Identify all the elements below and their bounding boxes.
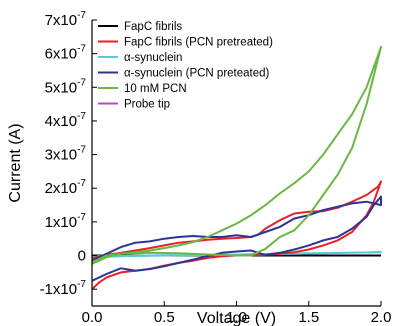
y-axis-label: Current (A) xyxy=(7,123,24,202)
y-tick-label: 6x10-7 xyxy=(45,44,87,63)
x-tick-label: 0.0 xyxy=(82,309,103,326)
series-layer xyxy=(91,45,382,290)
y-tick-label: 2x10-7 xyxy=(45,178,87,197)
y-tick-label: 3x10-7 xyxy=(45,145,87,164)
legend-label-2: α-synuclein xyxy=(124,52,182,64)
x-tick-label: 1.0 xyxy=(226,309,247,326)
x-tick-label: 1.5 xyxy=(298,309,319,326)
y-tick-label: 1x10-7 xyxy=(45,212,87,231)
y-tick-label: 4x10-7 xyxy=(45,111,87,130)
legend-label-5: Probe tip xyxy=(124,99,170,111)
series-line-3 xyxy=(91,195,382,282)
legend-label-1: FapC fibrils (PCN pretreated) xyxy=(124,37,273,49)
y-tick-label: -1x10-7 xyxy=(40,279,87,298)
x-tick-label: 0.5 xyxy=(154,309,175,326)
legend-label-4: 10 mM PCN xyxy=(124,83,187,95)
ticks-layer: 0.0 0.5 1.0 1.5 2.0 -1x10-7 0 1x10-7 2x10-7 3x10-… xyxy=(40,10,392,326)
y-tick-label: 5x10-7 xyxy=(45,77,87,96)
legend-label-0: FapC fibrils xyxy=(124,21,182,33)
legend: FapC fibrils FapC fibrils (PCN pretreated… xyxy=(98,21,273,111)
y-tick-label: 0 xyxy=(78,248,86,265)
x-tick-label: 2.0 xyxy=(371,309,392,326)
y-tick-label: 7x10-7 xyxy=(45,10,87,29)
legend-label-3: α-synuclein (PCN preteated) xyxy=(124,68,270,80)
series-line-4 xyxy=(91,45,382,265)
x-axis-label: Voltage (V) xyxy=(197,310,276,326)
